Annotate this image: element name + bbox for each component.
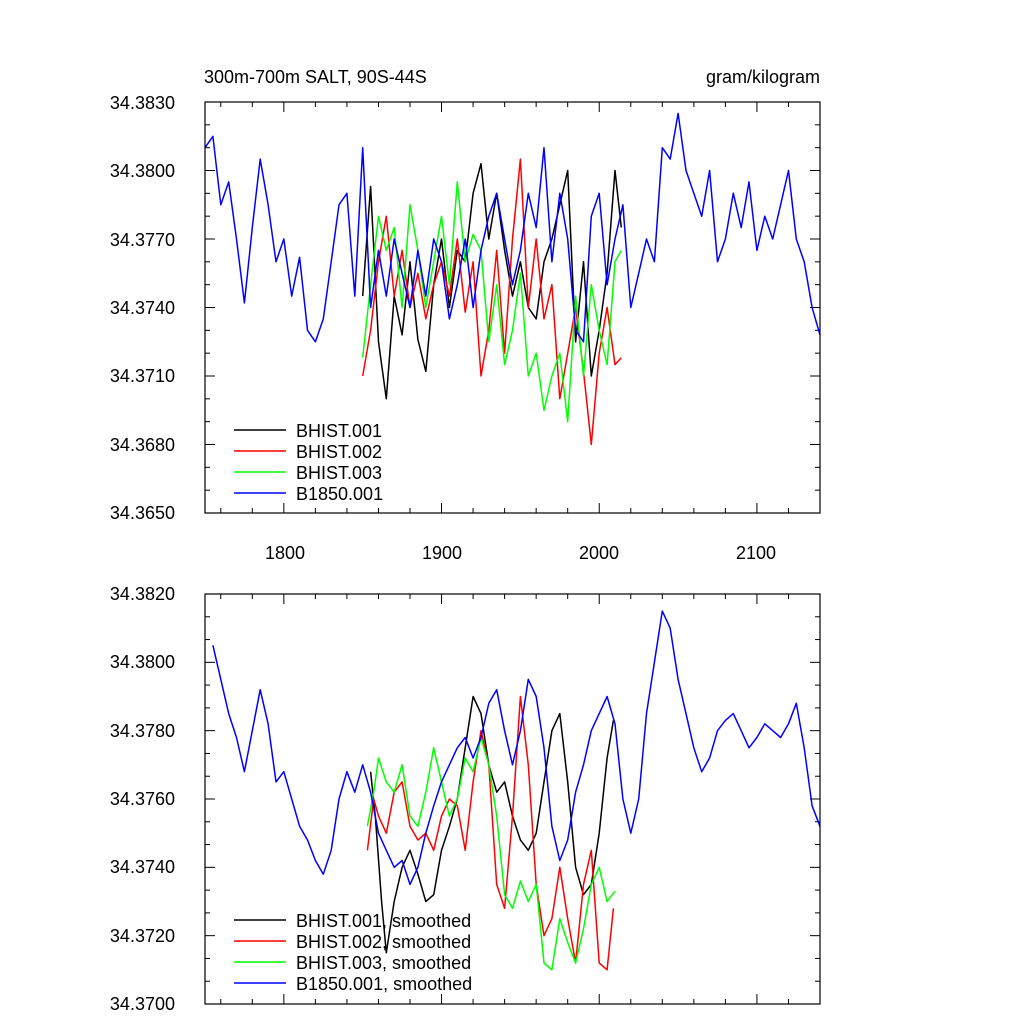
y-tick-labels: 34.3820 34.3800 34.3780 34.3760 34.3740 … — [110, 584, 175, 1014]
plot-frame — [204, 101, 821, 514]
y-tick-label: 34.3710 — [110, 366, 175, 386]
x-tick-label: 2000 — [579, 543, 619, 563]
y-tick-label: 34.3740 — [110, 857, 175, 877]
y-tick-label: 34.3830 — [110, 93, 175, 113]
bottom-panel: 34.3820 34.3800 34.3780 34.3760 34.3740 … — [110, 584, 821, 1014]
series-line-bhist-001 — [361, 162, 623, 400]
legend-label: B1850.001, smoothed — [296, 974, 472, 994]
series-line-b1850-001-smoothed — [212, 610, 821, 886]
y-tick-labels: 34.3830 34.3800 34.3770 34.3740 34.3710 … — [110, 93, 175, 523]
series-lines — [204, 112, 821, 446]
legend-label: BHIST.003, smoothed — [296, 953, 471, 973]
legend: BHIST.001 BHIST.002 BHIST.003 B1850.001 — [234, 421, 383, 504]
y-tick-label: 34.3700 — [110, 994, 175, 1014]
legend: BHIST.001, smoothed BHIST.002, smoothed … — [234, 911, 472, 994]
y-tick-label: 34.3800 — [110, 161, 175, 181]
y-tick-label: 34.3820 — [110, 584, 175, 604]
y-tick-label: 34.3780 — [110, 721, 175, 741]
y-tick-label: 34.3800 — [110, 652, 175, 672]
x-tick-label: 1800 — [265, 543, 305, 563]
x-tick-label: 2100 — [736, 543, 776, 563]
top-panel: 300m-700m SALT, 90S-44S gram/kilogram 34… — [110, 67, 821, 563]
axis-ticks — [205, 593, 821, 1005]
x-tick-labels: 1800 1900 2000 2100 — [265, 543, 776, 563]
plot-frame — [204, 593, 821, 1005]
chart-title: 300m-700m SALT, 90S-44S — [204, 67, 427, 87]
legend-label: B1850.001 — [296, 484, 383, 504]
legend-label: BHIST.002, smoothed — [296, 932, 471, 952]
y-tick-label: 34.3720 — [110, 926, 175, 946]
y-tick-label: 34.3760 — [110, 789, 175, 809]
y-tick-label: 34.3740 — [110, 298, 175, 318]
x-tick-label: 1900 — [422, 543, 462, 563]
series-line-bhist-003-smoothed — [366, 736, 616, 971]
legend-label: BHIST.002 — [296, 442, 382, 462]
legend-label: BHIST.003 — [296, 463, 382, 483]
legend-label: BHIST.001, smoothed — [296, 911, 471, 931]
legend-label: BHIST.001 — [296, 421, 382, 441]
y-tick-label: 34.3680 — [110, 435, 175, 455]
series-line-b1850-001 — [204, 112, 821, 343]
series-lines — [212, 610, 821, 971]
y-tick-label: 34.3770 — [110, 230, 175, 250]
y-tick-label: 34.3650 — [110, 503, 175, 523]
chart-units: gram/kilogram — [706, 67, 820, 87]
